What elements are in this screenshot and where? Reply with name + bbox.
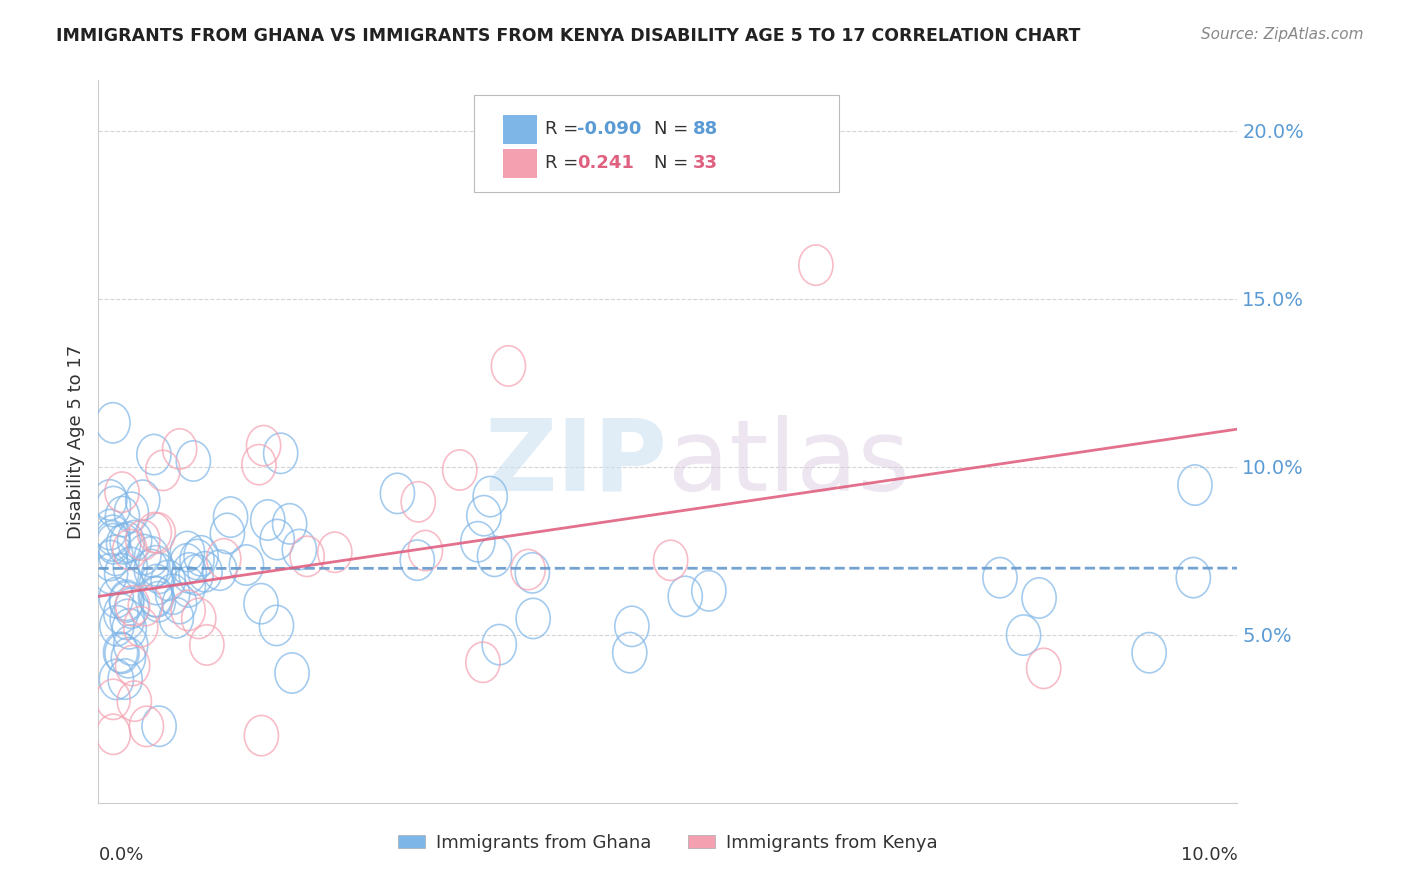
FancyBboxPatch shape: [474, 95, 839, 193]
FancyBboxPatch shape: [503, 115, 537, 144]
Text: R =: R =: [546, 154, 583, 172]
Text: ZIP: ZIP: [485, 415, 668, 512]
Text: atlas: atlas: [668, 415, 910, 512]
FancyBboxPatch shape: [503, 149, 537, 178]
Text: Source: ZipAtlas.com: Source: ZipAtlas.com: [1201, 27, 1364, 42]
Text: 0.241: 0.241: [576, 154, 634, 172]
Text: 0.0%: 0.0%: [98, 847, 143, 864]
Text: N =: N =: [654, 120, 695, 138]
Text: R =: R =: [546, 120, 583, 138]
Text: 88: 88: [693, 120, 718, 138]
Text: 33: 33: [693, 154, 718, 172]
Text: N =: N =: [654, 154, 695, 172]
Text: IMMIGRANTS FROM GHANA VS IMMIGRANTS FROM KENYA DISABILITY AGE 5 TO 17 CORRELATIO: IMMIGRANTS FROM GHANA VS IMMIGRANTS FROM…: [56, 27, 1081, 45]
Legend: Immigrants from Ghana, Immigrants from Kenya: Immigrants from Ghana, Immigrants from K…: [391, 826, 945, 859]
Y-axis label: Disability Age 5 to 17: Disability Age 5 to 17: [66, 344, 84, 539]
Text: -0.090: -0.090: [576, 120, 641, 138]
Text: 10.0%: 10.0%: [1181, 847, 1237, 864]
